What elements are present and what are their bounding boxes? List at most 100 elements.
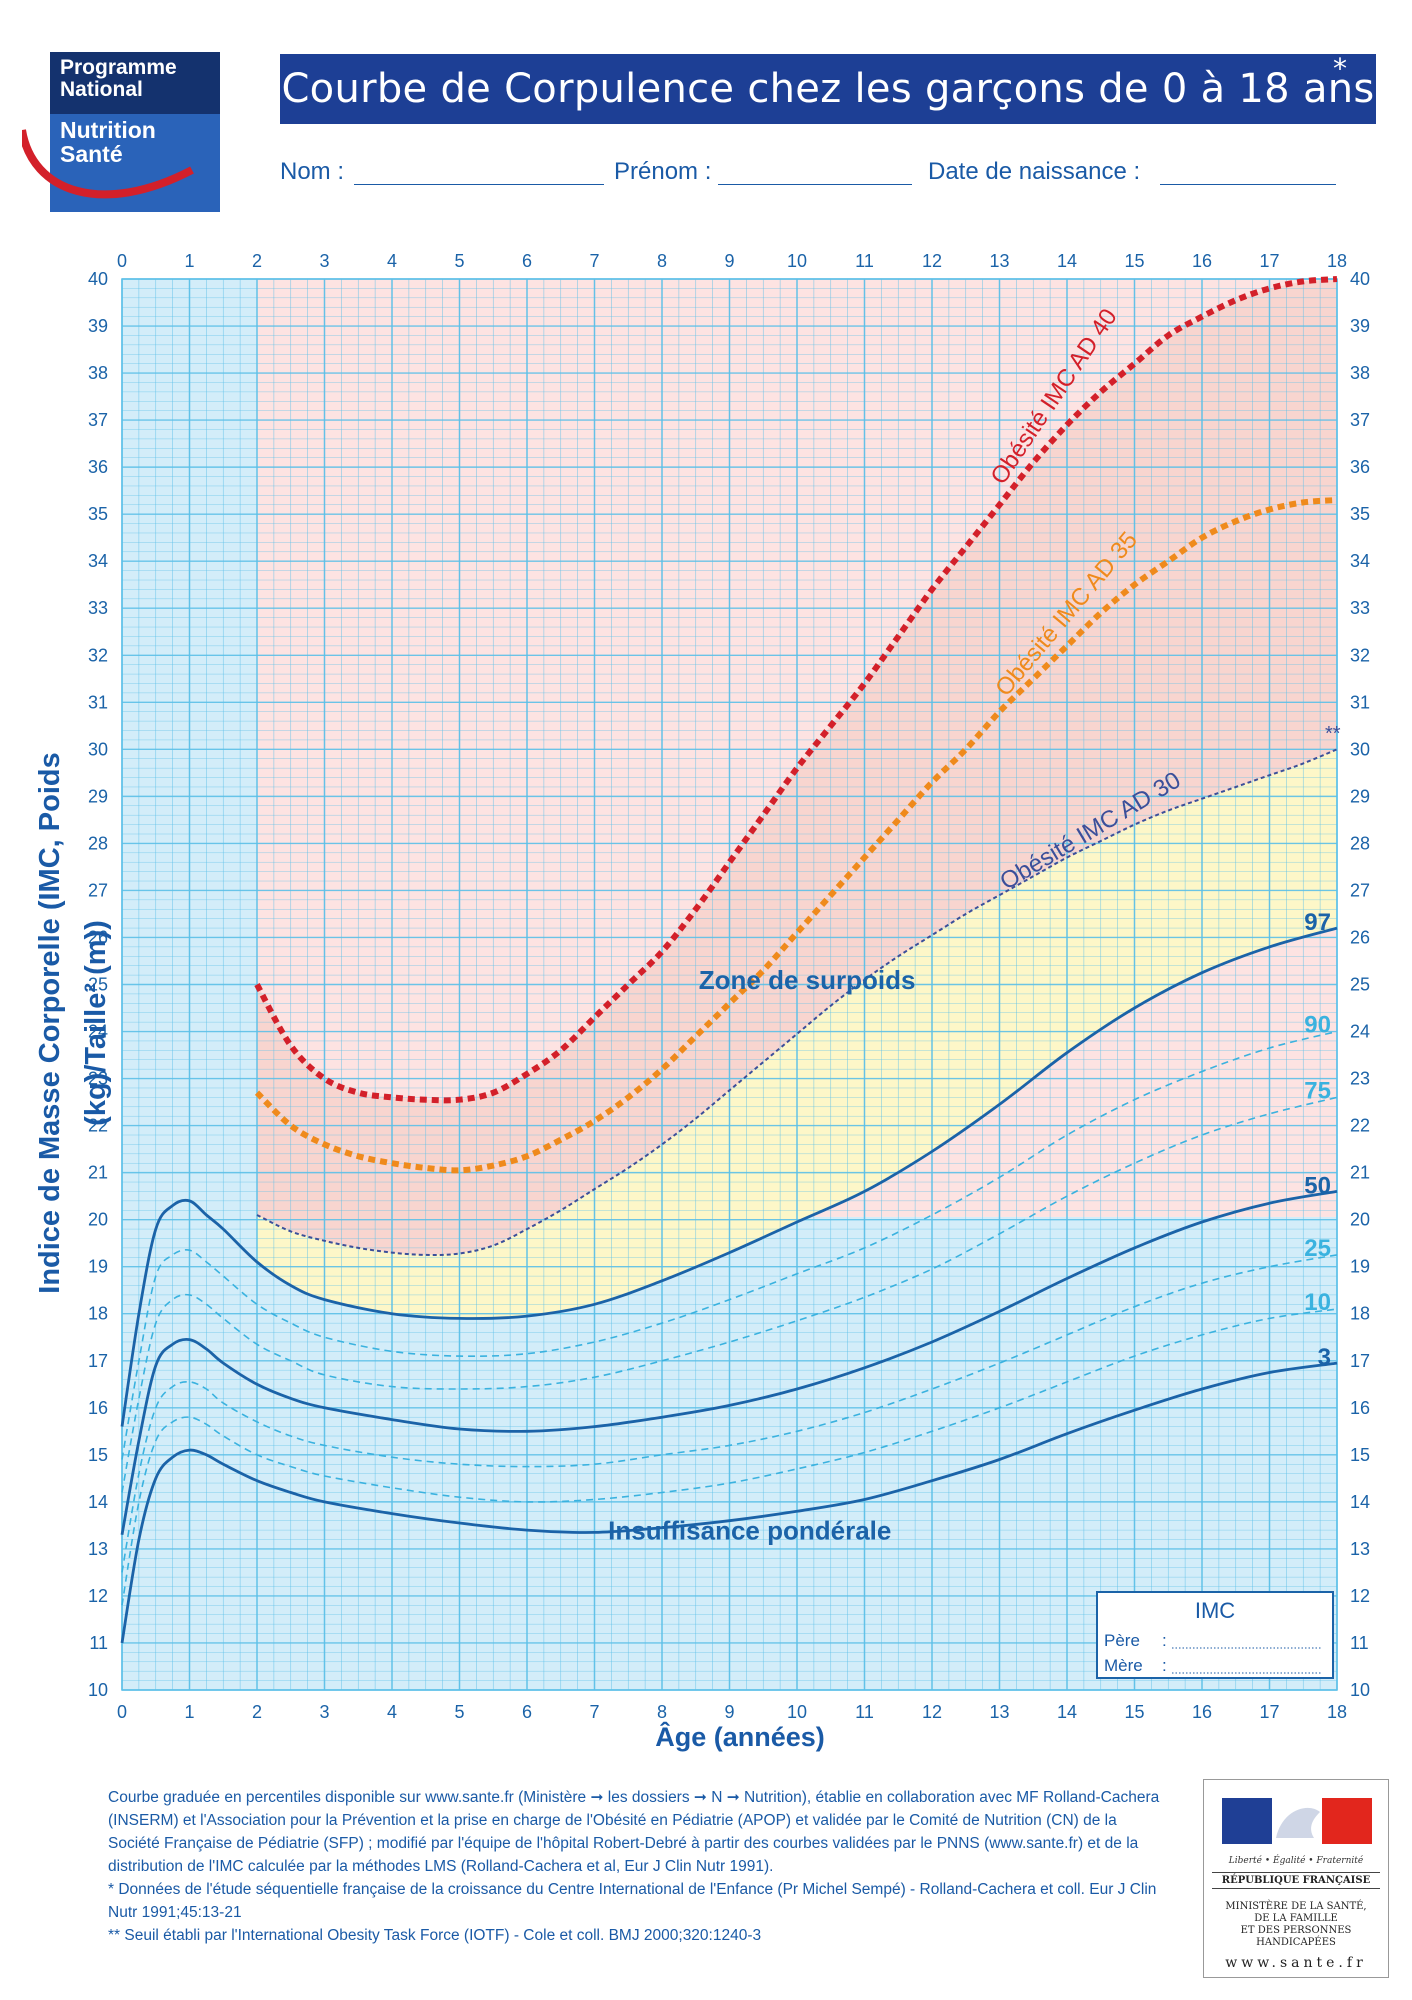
date-field[interactable] bbox=[1160, 184, 1336, 185]
y-tick-label-left: 36 bbox=[88, 457, 108, 477]
y-tick-label-right: 33 bbox=[1350, 598, 1370, 618]
series-line-3 bbox=[120, 1361, 1338, 1644]
percentile-label-75: 75 bbox=[1304, 1077, 1331, 1104]
x-tick-label-top: 5 bbox=[454, 251, 464, 271]
y-tick-label-left: 39 bbox=[88, 316, 108, 336]
percentile-label-3: 3 bbox=[1318, 1344, 1331, 1371]
imc-box-title: IMC bbox=[1195, 1598, 1235, 1623]
x-tick-label-top: 18 bbox=[1327, 251, 1347, 271]
y-tick-label-left: 38 bbox=[88, 363, 108, 383]
y-tick-label-right: 12 bbox=[1350, 1586, 1370, 1606]
logo-line4: Santé bbox=[60, 141, 123, 167]
y-tick-label-right: 10 bbox=[1350, 1680, 1370, 1700]
republique-francaise-logo: Liberté • Égalité • Fraternité RÉPUBLIQU… bbox=[1203, 1779, 1389, 1978]
x-tick-label-bottom: 2 bbox=[252, 1702, 262, 1722]
rf-name: RÉPUBLIQUE FRANÇAISE bbox=[1212, 1872, 1380, 1889]
y-tick-label-right: 14 bbox=[1350, 1492, 1370, 1512]
y-tick-label-left: 12 bbox=[88, 1586, 108, 1606]
x-tick-label-bottom: 1 bbox=[184, 1702, 194, 1722]
y-tick-label-left: 31 bbox=[88, 692, 108, 712]
x-tick-label-top: 9 bbox=[724, 251, 734, 271]
y-tick-label-right: 26 bbox=[1350, 927, 1370, 947]
y-tick-label-left: 13 bbox=[88, 1539, 108, 1559]
y-tick-label-left: 23 bbox=[88, 1069, 108, 1089]
x-tick-label-bottom: 9 bbox=[724, 1702, 734, 1722]
ticks-layer: 0011223344556677889910101111121213131414… bbox=[88, 251, 1370, 1722]
series-line-10 bbox=[121, 1308, 1338, 1606]
logo-line2: National bbox=[60, 78, 143, 101]
series-line-75 bbox=[121, 1096, 1338, 1493]
y-tick-label-left: 18 bbox=[88, 1304, 108, 1324]
y-tick-label-right: 24 bbox=[1350, 1022, 1370, 1042]
y-tick-label-left: 21 bbox=[88, 1163, 108, 1183]
y-tick-label-right: 21 bbox=[1350, 1163, 1370, 1183]
x-tick-label-top: 1 bbox=[184, 251, 194, 271]
x-tick-label-top: 11 bbox=[855, 251, 874, 271]
y-tick-label-right: 30 bbox=[1350, 739, 1370, 759]
series-line-97 bbox=[120, 926, 1338, 1427]
y-tick-label-left: 37 bbox=[88, 410, 108, 430]
percentile-label-97: 97 bbox=[1304, 909, 1331, 936]
marianne-emblem bbox=[1222, 1798, 1372, 1844]
y-tick-label-right: 11 bbox=[1350, 1633, 1369, 1653]
x-tick-label-top: 4 bbox=[387, 251, 397, 271]
y-tick-label-left: 26 bbox=[88, 927, 108, 947]
prenom-field[interactable] bbox=[718, 184, 912, 185]
bmi-chart: 0011223344556677889910101111121213131414… bbox=[88, 251, 1370, 1722]
series-line-90 bbox=[121, 1030, 1338, 1460]
x-tick-label-top: 2 bbox=[252, 251, 262, 271]
footer-source: Courbe graduée en percentiles disponible… bbox=[108, 1789, 1160, 1875]
y-tick-label-left: 22 bbox=[88, 1116, 108, 1136]
x-tick-label-bottom: 15 bbox=[1124, 1702, 1144, 1722]
y-tick-label-right: 36 bbox=[1350, 457, 1370, 477]
y-tick-label-left: 32 bbox=[88, 645, 108, 665]
rf-website: www.sante.fr bbox=[1225, 1955, 1367, 1971]
logo-line3: Nutrition bbox=[60, 117, 156, 143]
y-tick-label-left: 29 bbox=[88, 786, 108, 806]
y-tick-label-right: 13 bbox=[1350, 1539, 1370, 1559]
y-tick-label-left: 14 bbox=[88, 1492, 108, 1512]
x-axis-title: Âge (années) bbox=[655, 1722, 825, 1752]
y-tick-label-left: 15 bbox=[88, 1445, 108, 1465]
zone-overweight-label: Zone de surpoids bbox=[699, 965, 916, 995]
y-tick-label-left: 25 bbox=[88, 975, 108, 995]
x-tick-label-top: 12 bbox=[922, 251, 942, 271]
y-tick-label-right: 20 bbox=[1350, 1210, 1370, 1230]
y-tick-label-right: 37 bbox=[1350, 410, 1370, 430]
imc-box[interactable]: IMC Père : Mère : bbox=[1096, 1591, 1334, 1679]
y-tick-label-left: 34 bbox=[88, 551, 108, 571]
x-tick-label-bottom: 5 bbox=[454, 1702, 464, 1722]
x-tick-label-top: 16 bbox=[1192, 251, 1212, 271]
page-title: Courbe de Corpulence chez les garçons de… bbox=[280, 54, 1376, 124]
title-asterisk: * bbox=[1333, 52, 1347, 85]
y-tick-label-right: 40 bbox=[1350, 269, 1370, 289]
grid-layer bbox=[121, 278, 1338, 1691]
x-tick-label-bottom: 18 bbox=[1327, 1702, 1347, 1722]
x-tick-label-bottom: 4 bbox=[387, 1702, 397, 1722]
y-tick-label-right: 38 bbox=[1350, 363, 1370, 383]
plot-frame bbox=[121, 278, 1338, 1691]
percentile-label-50: 50 bbox=[1304, 1172, 1331, 1199]
y-tick-label-right: 39 bbox=[1350, 316, 1370, 336]
x-tick-label-bottom: 14 bbox=[1057, 1702, 1077, 1722]
y-tick-label-right: 22 bbox=[1350, 1116, 1370, 1136]
nom-field[interactable] bbox=[354, 184, 604, 185]
y-tick-label-left: 30 bbox=[88, 739, 108, 759]
y-tick-label-left: 35 bbox=[88, 504, 108, 524]
footer-note-star: * Données de l'étude séquentielle frança… bbox=[108, 1881, 1157, 1921]
y-axis-title: Indice de Masse Corporelle (IMC, Poids (… bbox=[34, 752, 112, 1294]
percentile-label-90: 90 bbox=[1304, 1012, 1331, 1039]
y-tick-label-left: 40 bbox=[88, 269, 108, 289]
rf-motto: Liberté • Égalité • Fraternité bbox=[1228, 1856, 1364, 1866]
nom-label: Nom : bbox=[280, 158, 345, 185]
y-tick-label-right: 31 bbox=[1350, 692, 1370, 712]
y-tick-label-left: 27 bbox=[88, 880, 108, 900]
y-tick-label-right: 23 bbox=[1350, 1069, 1370, 1089]
x-tick-label-bottom: 0 bbox=[117, 1702, 127, 1722]
iotf-marker: ** bbox=[1325, 723, 1341, 745]
x-tick-label-bottom: 13 bbox=[989, 1702, 1009, 1722]
logo-line1: Programme bbox=[60, 56, 177, 79]
footer-notes: Courbe graduée en percentiles disponible… bbox=[108, 1786, 1168, 1947]
curves-layer bbox=[120, 276, 1338, 1644]
x-tick-label-bottom: 3 bbox=[319, 1702, 329, 1722]
